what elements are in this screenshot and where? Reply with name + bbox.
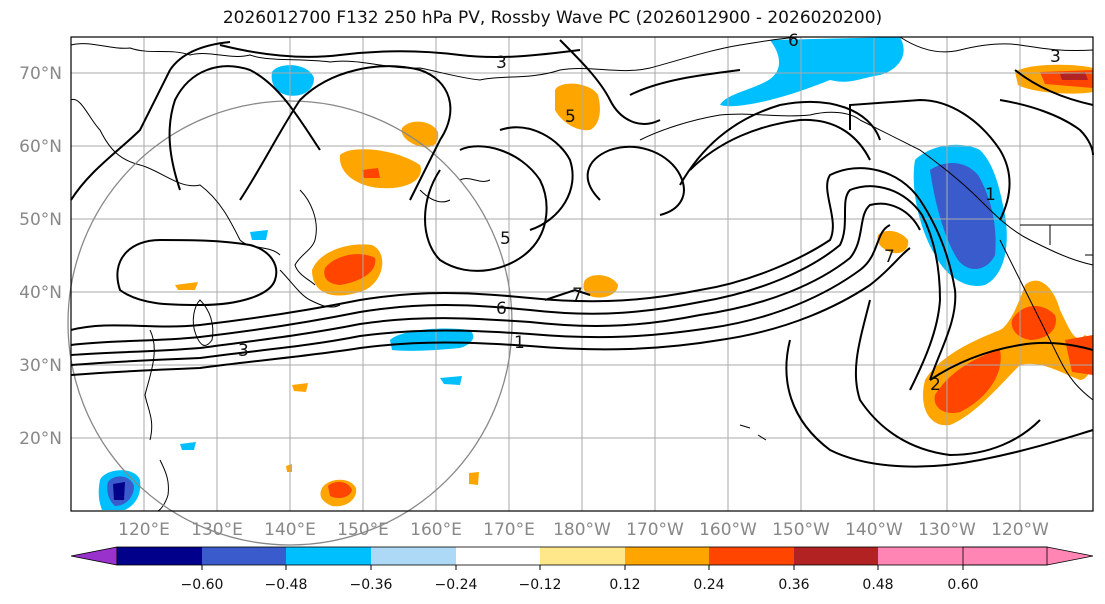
lat-label: 50°N bbox=[19, 210, 62, 230]
lat-label: 20°N bbox=[19, 429, 62, 449]
lon-label: 170°W bbox=[626, 520, 684, 540]
contour-label: 5 bbox=[500, 229, 511, 249]
contour-label-group: 3 6 3 5 6 1 7 7 1 2 3 5 bbox=[238, 31, 1061, 395]
contour-label: 5 bbox=[565, 107, 576, 127]
lon-label: 180°W bbox=[553, 520, 611, 540]
lon-label: 120°W bbox=[991, 520, 1049, 540]
latitude-labels: 70°N 60°N 50°N 40°N 30°N 20°N bbox=[19, 64, 62, 449]
colorbar-tick-label: −0.48 bbox=[265, 577, 308, 593]
colorbar-tick-label: −0.12 bbox=[519, 577, 562, 593]
colorbar-segment bbox=[540, 547, 625, 565]
map-frame bbox=[70, 36, 1094, 512]
colorbar-segment bbox=[456, 547, 540, 565]
colorbar-segment bbox=[202, 547, 286, 565]
lon-label: 120°E bbox=[118, 520, 170, 540]
colorbar-segment bbox=[117, 547, 202, 565]
reference-circle bbox=[67, 100, 513, 546]
colorbar-segment bbox=[371, 547, 456, 565]
lon-label: 140°E bbox=[264, 520, 316, 540]
contour-label: 3 bbox=[238, 341, 249, 361]
colorbar-tick-label: 0.48 bbox=[862, 577, 893, 593]
lat-label: 40°N bbox=[19, 283, 62, 303]
lon-label: 160°E bbox=[410, 520, 462, 540]
pv-contours bbox=[70, 39, 1094, 468]
contour-label: 6 bbox=[496, 299, 507, 319]
colorbar-tick-label: −0.36 bbox=[350, 577, 393, 593]
colorbar-tick-label: 0.12 bbox=[609, 577, 640, 593]
colorbar-segment bbox=[794, 547, 878, 565]
contour-label: 7 bbox=[572, 285, 583, 305]
contour-label: 2 bbox=[930, 375, 941, 395]
longitude-labels: 120°E 130°E 140°E 150°E 160°E 170°E 180°… bbox=[118, 520, 1049, 540]
lon-label: 150°W bbox=[772, 520, 830, 540]
lon-label: 140°W bbox=[845, 520, 903, 540]
lat-label: 70°N bbox=[19, 64, 62, 84]
colorbar-tick-label: 0.60 bbox=[947, 577, 978, 593]
contour-label: 3 bbox=[1050, 47, 1061, 67]
colorbar: −0.60 −0.48 −0.36 −0.24 −0.12 0.12 0.24 … bbox=[70, 546, 1094, 593]
plot-title: 2026012700 F132 250 hPa PV, Rossby Wave … bbox=[222, 8, 883, 28]
lon-label: 150°E bbox=[337, 520, 389, 540]
contour-label: 1 bbox=[985, 185, 996, 205]
colorbar-segment bbox=[709, 547, 794, 565]
lat-label: 60°N bbox=[19, 137, 62, 157]
colorbar-extend-high bbox=[962, 546, 1094, 566]
colorbar-segment bbox=[625, 547, 709, 565]
lon-label: 170°E bbox=[483, 520, 535, 540]
lon-label: 160°W bbox=[699, 520, 757, 540]
colorbar-tick-label: −0.60 bbox=[181, 577, 224, 593]
colorbar-tick-label: 0.36 bbox=[778, 577, 809, 593]
contour-label: 3 bbox=[496, 53, 507, 73]
contour-label: 6 bbox=[788, 31, 799, 51]
colorbar-segment bbox=[286, 547, 371, 565]
colorbar-frame bbox=[116, 546, 1048, 566]
contour-label: 1 bbox=[514, 333, 525, 353]
colorbar-tick-label: 0.24 bbox=[693, 577, 724, 593]
lon-label: 130°W bbox=[918, 520, 976, 540]
contour-label: 7 bbox=[884, 247, 895, 267]
lon-label: 130°E bbox=[191, 520, 243, 540]
colorbar-segment bbox=[878, 547, 963, 565]
colorbar-extend-low bbox=[70, 546, 118, 566]
lat-label: 30°N bbox=[19, 356, 62, 376]
colorbar-tick-label: −0.24 bbox=[435, 577, 478, 593]
